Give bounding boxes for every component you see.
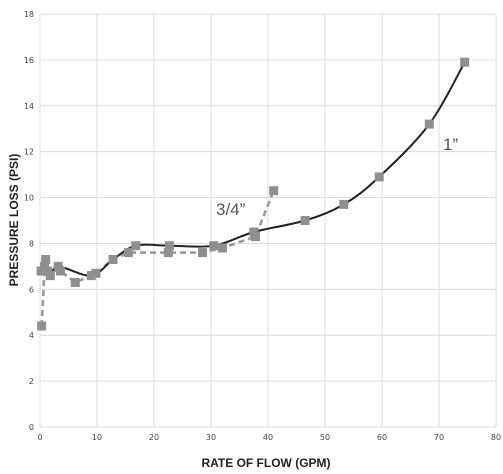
y-tick-label: 16 bbox=[24, 56, 34, 65]
y-tick-label: 18 bbox=[24, 10, 34, 19]
data-point bbox=[339, 199, 349, 209]
data-point bbox=[56, 266, 65, 276]
x-tick-label: 30 bbox=[206, 433, 216, 442]
data-point bbox=[41, 255, 51, 264]
data-point bbox=[300, 216, 310, 225]
data-point bbox=[217, 243, 227, 253]
y-tick-label: 0 bbox=[29, 423, 34, 432]
data-point bbox=[53, 261, 63, 271]
x-tick-label: 60 bbox=[377, 433, 387, 442]
data-point bbox=[209, 241, 219, 251]
data-point bbox=[40, 261, 50, 271]
y-tick-label: 4 bbox=[29, 331, 34, 340]
y-tick-label: 14 bbox=[24, 102, 34, 111]
data-point bbox=[123, 248, 133, 258]
data-point bbox=[198, 248, 207, 258]
annotation-three-quarter-inch: 3/4” bbox=[216, 200, 246, 219]
data-point bbox=[45, 271, 55, 281]
data-point bbox=[424, 119, 434, 129]
data-point bbox=[251, 232, 260, 242]
x-tick-label: 70 bbox=[434, 433, 444, 442]
y-tick-label: 8 bbox=[29, 239, 34, 248]
data-point bbox=[163, 248, 173, 258]
series-lines bbox=[40, 61, 466, 327]
x-tick-label: 20 bbox=[149, 433, 159, 442]
data-point bbox=[108, 255, 118, 264]
x-axis-title: RATE OF FLOW (GPM) bbox=[201, 456, 330, 470]
data-point bbox=[42, 266, 52, 276]
x-tick-label: 40 bbox=[263, 433, 273, 442]
y-tick-label: 12 bbox=[24, 148, 34, 157]
y-tick-label: 2 bbox=[29, 377, 34, 386]
annotation-one-inch: 1” bbox=[443, 135, 458, 154]
data-point bbox=[249, 227, 259, 237]
data-point bbox=[86, 271, 96, 281]
data-point bbox=[131, 241, 141, 251]
data-point bbox=[164, 241, 174, 251]
data-point bbox=[70, 278, 80, 287]
data-point bbox=[269, 186, 279, 196]
data-point bbox=[37, 321, 47, 331]
data-point bbox=[36, 266, 46, 276]
x-tick-label: 50 bbox=[320, 433, 330, 442]
y-axis-title: PRESSURE LOSS (PSI) bbox=[7, 154, 21, 287]
x-tick-label: 10 bbox=[92, 433, 102, 442]
x-tick-label: 0 bbox=[37, 433, 42, 442]
y-tick-label: 10 bbox=[24, 194, 34, 203]
x-tick-label: 80 bbox=[491, 433, 501, 442]
grid-lines bbox=[39, 13, 497, 428]
tick-labels: 0 10 20 30 40 50 60 70 80 0 2 4 6 8 10 12 14 16 18 bbox=[24, 10, 501, 442]
data-point bbox=[91, 268, 101, 278]
series-markers bbox=[36, 57, 470, 331]
y-tick-label: 6 bbox=[29, 285, 34, 294]
data-point bbox=[460, 57, 470, 67]
data-point bbox=[374, 172, 384, 182]
